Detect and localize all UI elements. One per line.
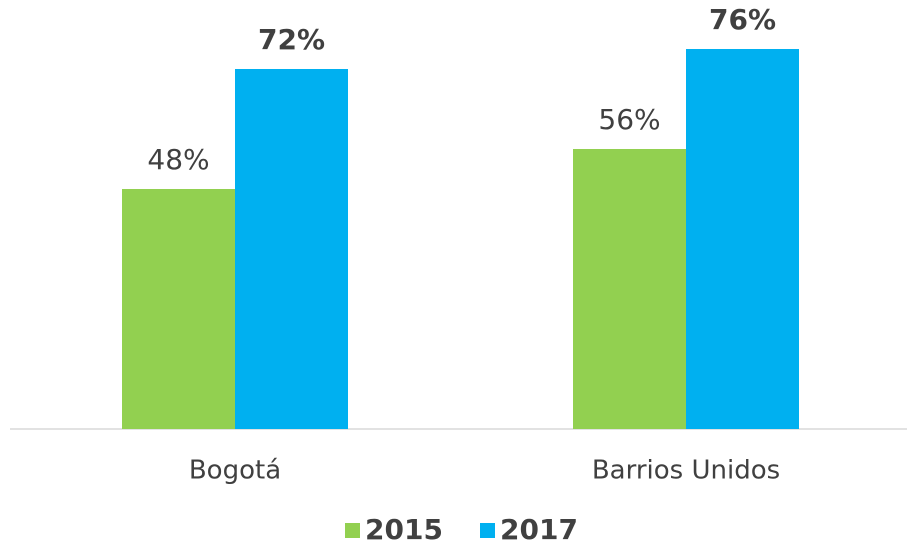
x-tick-label: Barrios Unidos (592, 456, 780, 486)
bar (686, 49, 799, 429)
bar (122, 189, 235, 429)
legend-swatch (345, 523, 360, 538)
value-label: 56% (598, 103, 660, 136)
value-label: 48% (147, 143, 209, 176)
legend-label: 2017 (500, 513, 578, 546)
value-label: 72% (258, 23, 325, 56)
x-tick-label: Bogotá (189, 456, 281, 486)
legend-label: 2015 (365, 513, 443, 546)
value-label: 76% (709, 3, 776, 36)
bar (573, 149, 686, 429)
legend-swatch (480, 523, 495, 538)
bar (235, 69, 348, 429)
